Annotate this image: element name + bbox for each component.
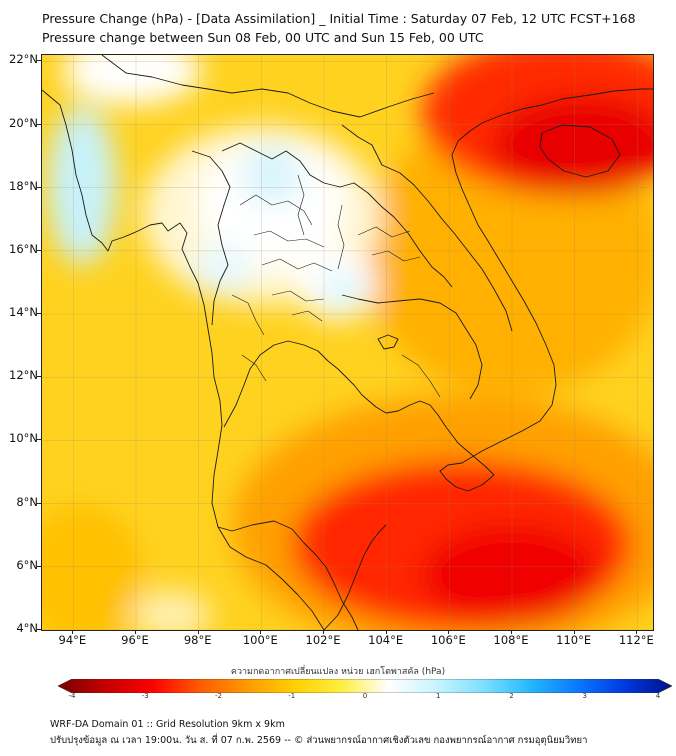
- lat-tick-mark: [37, 629, 41, 630]
- colorbar-tick-label: 1: [436, 692, 441, 700]
- lat-tick-label: 10°N: [9, 431, 38, 446]
- border-laos-vietnam: [341, 124, 513, 332]
- colorbar-title: ความกดอากาศเปลี่ยนแปลง หน่วย เฮกโตพาสคัล…: [230, 667, 446, 677]
- lat-tick-label: 22°N: [9, 52, 38, 67]
- lon-tick-label: 110°E: [556, 633, 592, 647]
- lat-tick-mark: [37, 376, 41, 378]
- colorbar-tick-label: -2: [215, 692, 222, 700]
- field-patch-deep-red-north: [492, 95, 653, 195]
- lat-tick-label: 8°N: [16, 494, 38, 509]
- lon-tick-mark: [573, 630, 575, 634]
- border-myanmar-thailand: [191, 150, 231, 326]
- lat-tick-mark: [37, 60, 41, 62]
- lat-tick-mark: [37, 565, 41, 567]
- footer-model-info: WRF-DA Domain 01 :: Grid Resolution 9km …: [50, 719, 285, 730]
- coastline-west: [42, 89, 325, 630]
- lon-tick-label: 104°E: [368, 633, 404, 647]
- border-cambodia: [341, 294, 483, 400]
- lon-tick-mark: [448, 630, 450, 634]
- colorbar-svg: [57, 678, 673, 694]
- lon-tick-label: 102°E: [305, 633, 341, 647]
- lat-tick-mark: [37, 249, 41, 251]
- lon-tick-label: 108°E: [493, 633, 529, 647]
- province-lines: [231, 174, 441, 398]
- map-title-line1: Pressure Change (hPa) - [Data Assimilati…: [42, 11, 636, 26]
- coastline-gulf: [323, 524, 387, 630]
- coastlines-and-borders: [42, 55, 653, 630]
- map-title-line2: Pressure change between Sun 08 Feb, 00 U…: [42, 30, 484, 45]
- field-patch-cyan-mid: [192, 245, 252, 295]
- colorbar-tick-label: -3: [141, 692, 149, 700]
- pressure-change-map: [42, 55, 653, 630]
- lat-tick-mark: [37, 439, 41, 441]
- colorbar-ramp: [57, 678, 673, 694]
- map-panel: [41, 54, 654, 631]
- border-china: [101, 55, 435, 118]
- colorbar-tick-label: 0: [362, 692, 368, 700]
- colorbar-tick-label: -4: [68, 692, 76, 700]
- field-patch-orange-sw: [42, 505, 142, 630]
- lon-tick-mark: [260, 630, 262, 634]
- footer-update-info: ปรับปรุงข้อมูล ณ เวลา 19:00น. วัน ส. ที่…: [50, 735, 588, 746]
- lat-tick-mark: [37, 123, 41, 125]
- colorbar-tick-label: 3: [582, 692, 587, 700]
- coastline-malay-east: [217, 520, 359, 630]
- lon-tick-label: 100°E: [242, 633, 278, 647]
- field-patch-cyan-north: [242, 145, 302, 205]
- lon-tick-mark: [636, 630, 638, 634]
- colorbar-tick-label: 4: [655, 692, 661, 700]
- graticule: [42, 55, 653, 630]
- border-thailand-laos: [221, 142, 453, 288]
- lon-tick-mark: [323, 630, 324, 634]
- lon-tick-mark: [385, 630, 387, 634]
- lat-tick-label: 4°N: [16, 621, 38, 635]
- coastline-hainan: [539, 124, 621, 178]
- lon-tick-mark: [197, 630, 199, 634]
- lon-tick-mark: [135, 630, 136, 634]
- lon-tick-label: 94°E: [58, 633, 87, 647]
- lat-tick-label: 14°N: [9, 305, 38, 320]
- colorbar-tick-label: -1: [288, 692, 296, 700]
- field-patch-white-nw: [62, 55, 202, 105]
- lat-tick-label: 18°N: [9, 178, 38, 193]
- lat-tick-mark: [37, 313, 41, 315]
- lon-tick-label: 96°E: [121, 633, 149, 647]
- field-patch-pale-south: [132, 590, 212, 630]
- colorbar-tick-label: 2: [509, 692, 514, 700]
- lon-tick-mark: [72, 630, 74, 634]
- lat-tick-label: 12°N: [9, 368, 38, 383]
- field-patch-cyan-west: [47, 105, 117, 265]
- coastline-vietnam: [439, 88, 653, 492]
- pressure-field: [42, 55, 653, 630]
- lat-tick-mark: [37, 502, 41, 504]
- lat-tick-label: 16°N: [9, 241, 38, 256]
- lon-tick-label: 98°E: [183, 633, 212, 647]
- lon-tick-label: 106°E: [430, 633, 466, 647]
- lat-tick-label: 20°N: [9, 115, 38, 130]
- lat-tick-label: 6°N: [16, 557, 38, 572]
- lat-tick-mark: [37, 186, 41, 188]
- lake-tonle-sap: [377, 334, 399, 350]
- lon-tick-mark: [511, 630, 512, 634]
- field-patch-cyan-central: [320, 272, 364, 308]
- coastline-gulf-west: [223, 340, 495, 476]
- lon-tick-label: 112°E: [618, 633, 654, 647]
